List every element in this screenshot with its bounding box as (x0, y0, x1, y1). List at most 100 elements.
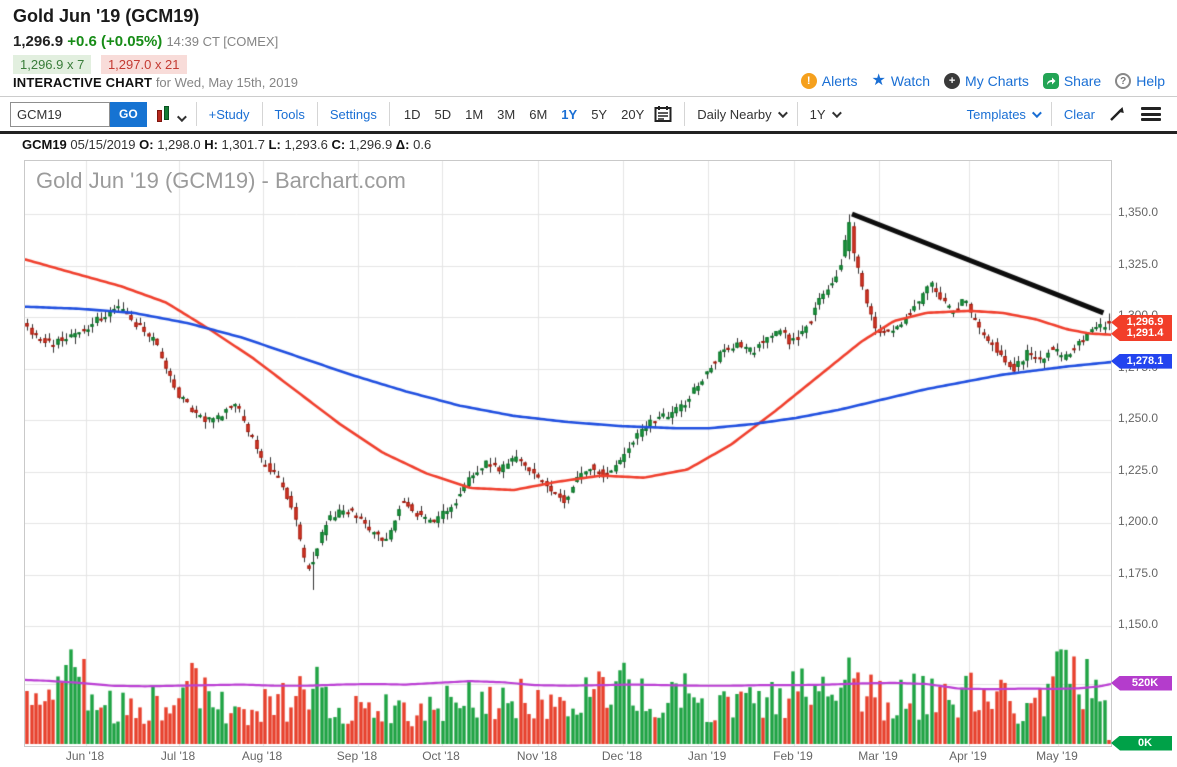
divider (261, 102, 263, 126)
tools-button[interactable]: Tools (274, 106, 305, 122)
bid-size: 1,296.9 x 7 (13, 55, 92, 74)
last-price: 1,296.9 (13, 33, 64, 50)
span-dropdown[interactable]: 1Y (806, 107, 843, 122)
quote-time-exchange: 14:39 CT [COMEX] (166, 34, 279, 49)
trendline-arrow-icon (1110, 107, 1124, 121)
ohlc-symbol: GCM19 (22, 137, 67, 152)
menu-icon[interactable] (1141, 107, 1161, 121)
divider (316, 102, 318, 126)
x-axis-label: Jul '18 (160, 749, 196, 763)
y-axis-label: 1,200.0 (1118, 514, 1159, 528)
low-value: 1,293.6 (284, 137, 328, 152)
close-value: 1,296.9 (348, 137, 393, 152)
span-value: 1Y (809, 106, 826, 122)
range-6m[interactable]: 6M (529, 106, 548, 122)
frequency-value: Daily Nearby (697, 106, 772, 122)
help-link[interactable]: ? Help (1115, 73, 1165, 89)
my-charts-link[interactable]: + My Charts (944, 73, 1029, 89)
y-axis-label: 1,350.0 (1118, 205, 1159, 219)
star-icon: ★ (871, 72, 886, 89)
banner-label: INTERACTIVE CHART (13, 75, 153, 90)
ma-slow-value-tag: 1,278.1 (1111, 353, 1172, 369)
chart-type-selector[interactable] (156, 106, 187, 123)
help-label: Help (1136, 73, 1165, 89)
x-axis-label: Jun '18 (65, 749, 105, 763)
alerts-label: Alerts (821, 73, 858, 89)
chevron-down-icon (1031, 107, 1042, 118)
range-buttons: 1D 5D 1M 3M 6M 1Y 5Y 20Y (404, 107, 644, 122)
watch-label: Watch (890, 73, 931, 89)
templates-label: Templates (966, 106, 1026, 122)
divider (388, 102, 390, 126)
share-icon (1042, 73, 1059, 89)
watch-link[interactable]: ★ Watch (871, 72, 931, 90)
delta-label: Δ: (395, 137, 410, 152)
range-20y[interactable]: 20Y (621, 106, 645, 122)
x-axis-label: May '19 (1036, 749, 1078, 763)
y-axis-label: 1,325.0 (1118, 256, 1159, 271)
open-value: 1,298.0 (157, 137, 201, 152)
ma-fast-value-tag: 1,291.4 (1111, 326, 1172, 342)
header-links: ! Alerts ★ Watch + My Charts Share ? Hel… (800, 72, 1165, 90)
x-axis-label: Sep '18 (336, 749, 378, 763)
templates-dropdown[interactable]: Templates (963, 107, 1043, 122)
quote-line: 1,296.9 +0.6 (+0.05%) 14:39 CT [COMEX] (13, 33, 278, 50)
symbol-input[interactable] (10, 101, 110, 127)
x-axis-label: Dec '18 (601, 749, 643, 763)
clear-button[interactable]: Clear (1063, 106, 1095, 122)
bid-ask-row: 1,296.9 x 7 1,297.0 x 21 (13, 55, 193, 74)
go-button[interactable]: GO (110, 101, 147, 127)
price-change: +0.6 (+0.05%) (67, 33, 163, 50)
frequency-dropdown[interactable]: Daily Nearby (693, 107, 788, 122)
range-3m[interactable]: 3M (497, 106, 516, 122)
calendar-icon (654, 106, 672, 122)
high-label: H: (204, 137, 218, 152)
calendar-button[interactable] (654, 105, 672, 123)
x-axis-label: Mar '19 (858, 749, 898, 763)
x-axis-label: Apr '19 (949, 749, 987, 763)
open-label: O: (139, 137, 154, 152)
chevron-down-icon (176, 112, 187, 123)
draw-trendline-button[interactable] (1109, 106, 1125, 122)
x-axis-label: Aug '18 (241, 749, 283, 763)
red-candle-icon (156, 110, 162, 122)
help-icon: ? (1115, 73, 1132, 89)
interactive-chart-banner: INTERACTIVE CHART for Wed, May 15th, 201… (13, 75, 298, 90)
share-link[interactable]: Share (1042, 73, 1102, 89)
chevron-down-icon (831, 107, 842, 118)
range-5d[interactable]: 5D (434, 106, 452, 122)
page-title: Gold Jun '19 (GCM19) (13, 6, 200, 26)
range-1y-active[interactable]: 1Y (561, 106, 578, 122)
divider (195, 102, 197, 126)
add-study-button[interactable]: +Study (208, 106, 250, 122)
volume-tag: 0K (1111, 735, 1172, 751)
y-axis-label: 1,150.0 (1118, 617, 1159, 631)
settings-button[interactable]: Settings (329, 106, 377, 122)
chart-watermark: Gold Jun '19 (GCM19) - Barchart.com (36, 168, 406, 193)
divider (684, 102, 686, 126)
x-axis-label: Oct '18 (422, 749, 460, 763)
range-1m[interactable]: 1M (465, 106, 484, 122)
ohlc-status-row: GCM19 05/15/2019 O: 1,298.0 H: 1,301.7 L… (22, 137, 431, 152)
alerts-link[interactable]: ! Alerts (800, 73, 858, 89)
price-volume-chart-canvas[interactable] (24, 160, 1112, 747)
divider (1050, 102, 1052, 126)
close-label: C: (331, 137, 346, 152)
ohlc-date: 05/15/2019 (70, 137, 136, 152)
x-axis-label: Feb '19 (773, 749, 813, 763)
high-value: 1,301.7 (221, 137, 265, 152)
last-price-tag: 1,296.9 (1111, 314, 1172, 330)
plus-icon: + (944, 73, 961, 89)
y-axis-label: 1,175.0 (1118, 565, 1159, 580)
x-axis-label: Jan '19 (687, 749, 727, 763)
banner-date: for Wed, May 15th, 2019 (155, 75, 298, 90)
range-1d[interactable]: 1D (403, 106, 421, 122)
ask-size: 1,297.0 x 21 (100, 55, 187, 74)
range-5y[interactable]: 5Y (591, 106, 608, 122)
chart-toolbar: GO +Study Tools Settings 1D 5D 1M 3M 6M … (0, 97, 1177, 134)
header-divider (0, 96, 1177, 97)
share-label: Share (1063, 73, 1102, 89)
delta-value: 0.6 (413, 137, 432, 152)
divider (796, 102, 798, 126)
